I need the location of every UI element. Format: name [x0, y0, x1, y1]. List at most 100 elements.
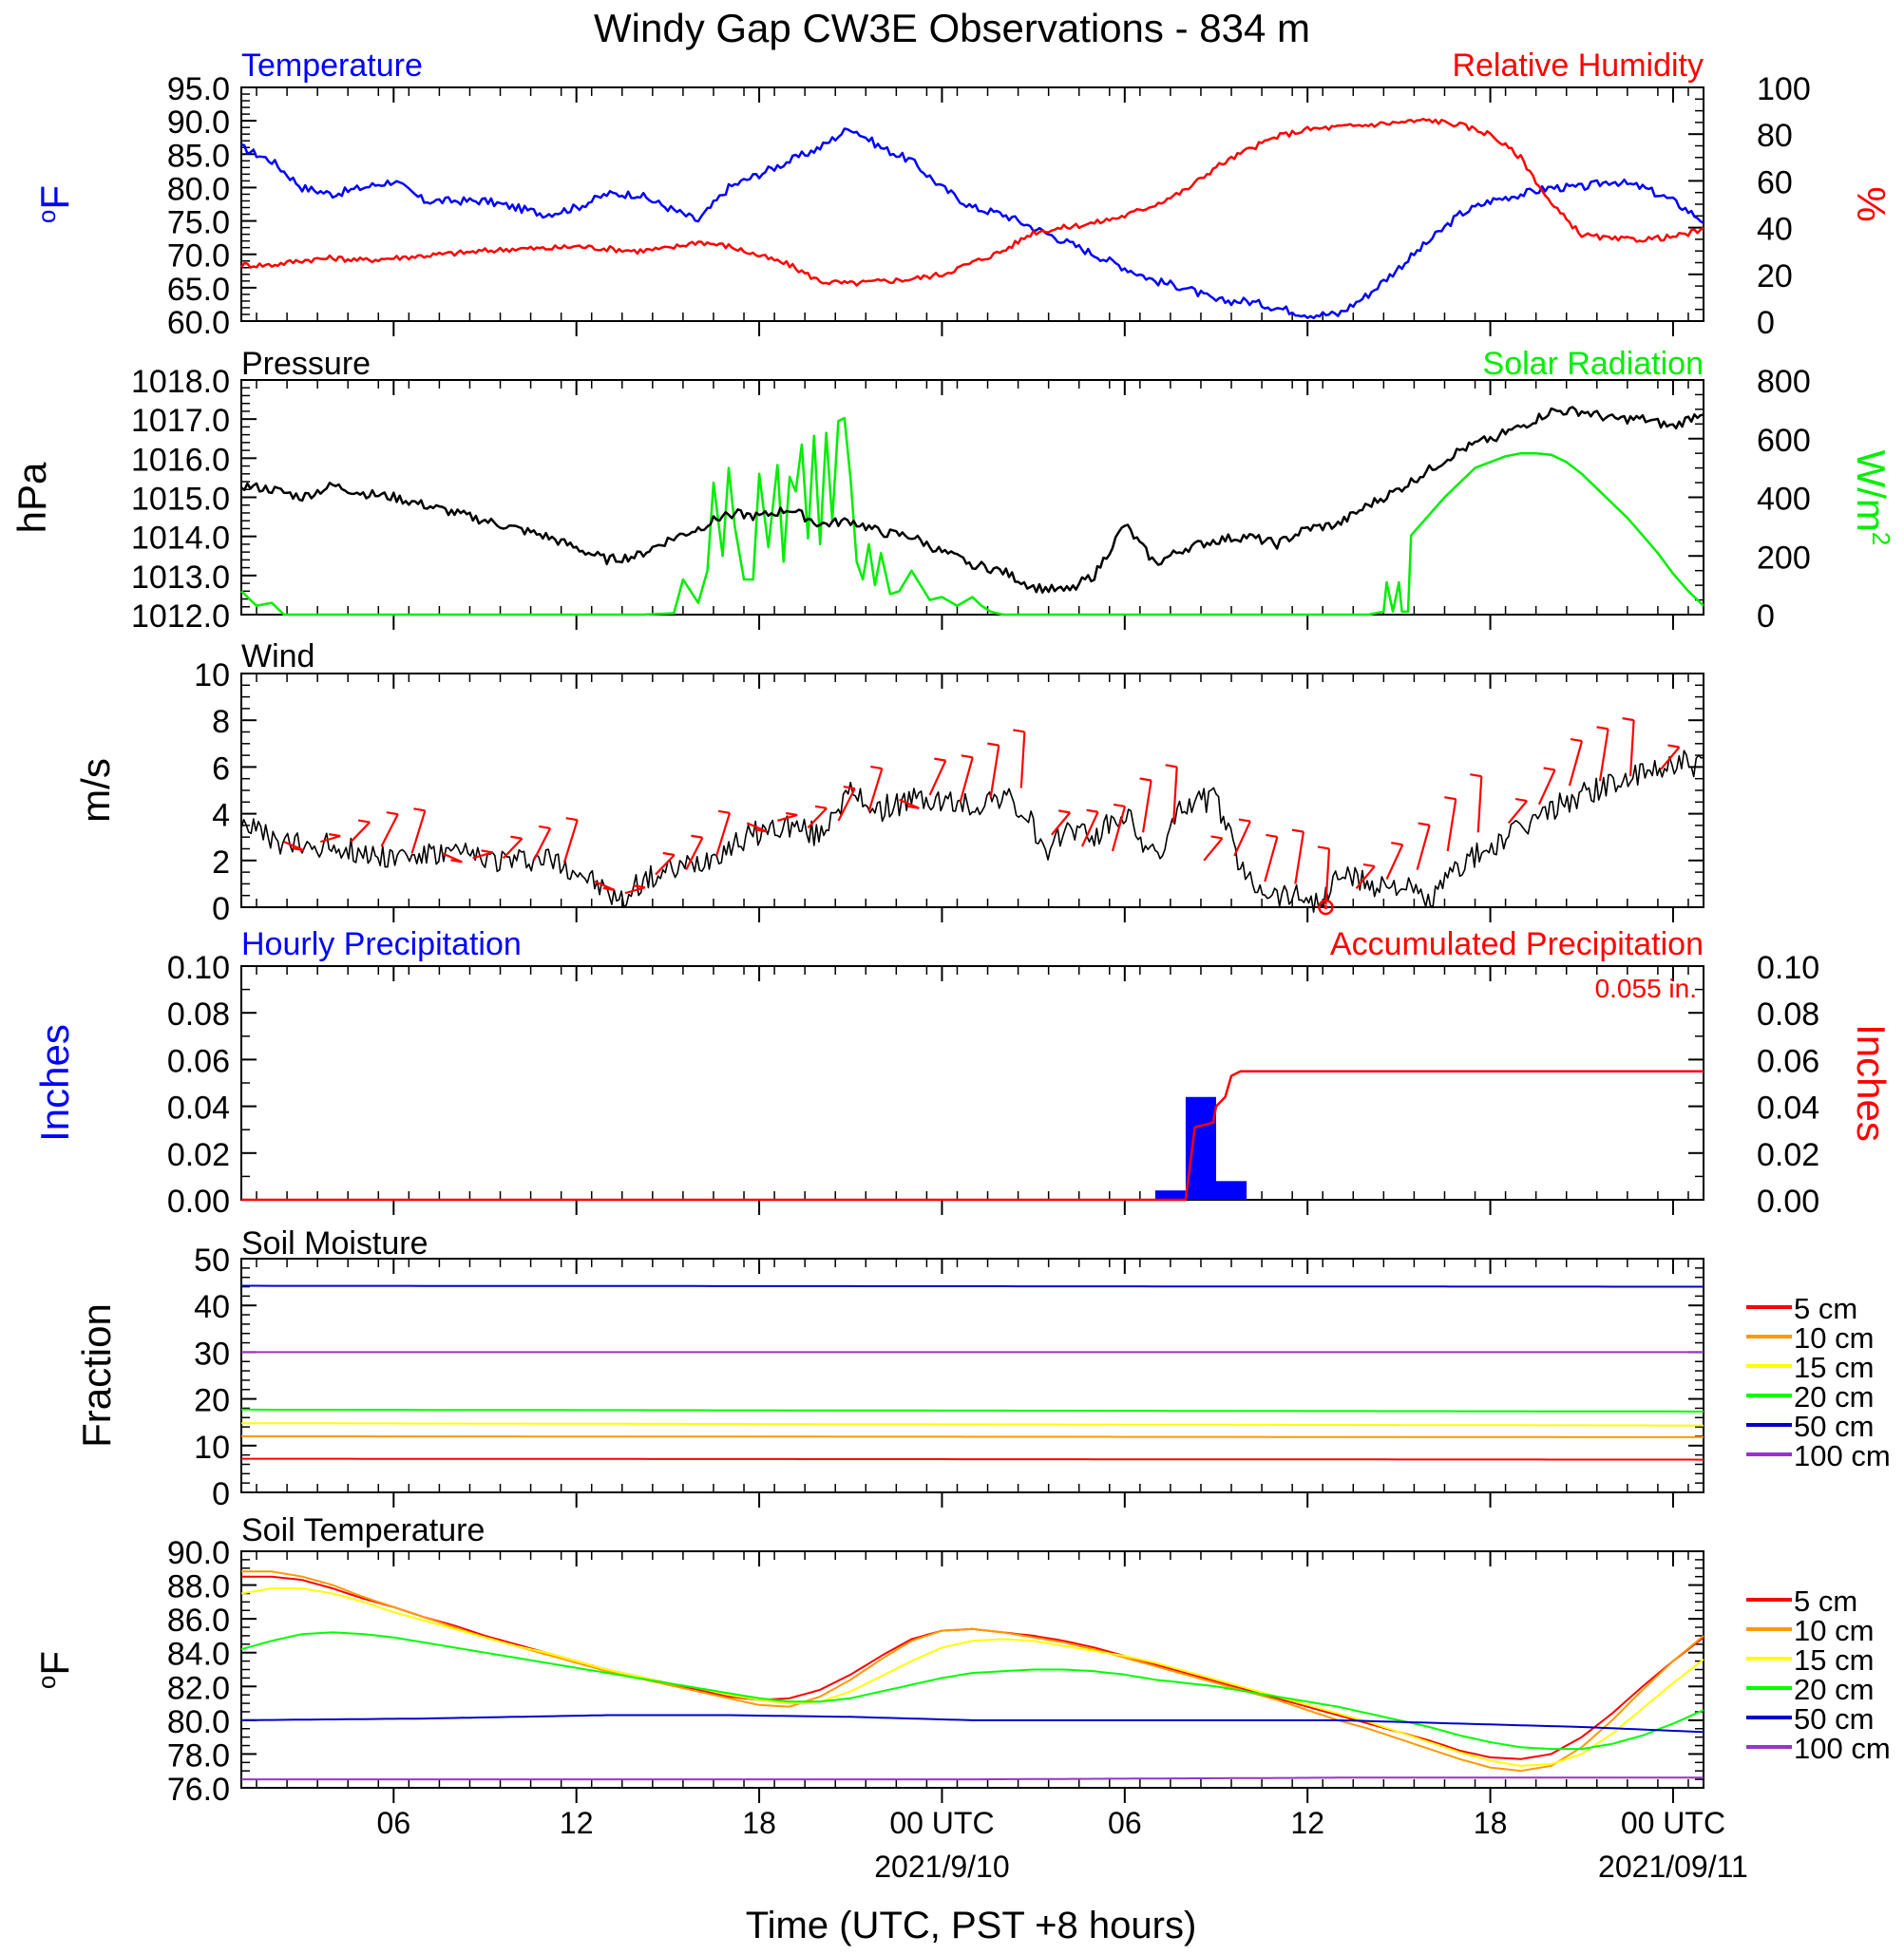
wind-barb [989, 745, 1000, 798]
series-line [240, 127, 1704, 320]
left-y-tick-label: 78.0 [167, 1737, 230, 1774]
left-y-tick-label: 1012.0 [131, 598, 230, 635]
left-y-tick-label: 1014.0 [131, 521, 230, 557]
wind-barb [1568, 740, 1584, 787]
legend-label: 10 cm [1794, 1321, 1874, 1355]
wind-barb [1507, 800, 1528, 825]
x-tick-label: 18 [1474, 1806, 1508, 1840]
wind-barb [754, 828, 768, 833]
left-y-tick-label: 1016.0 [131, 442, 230, 478]
right-y-tick-label: 0.10 [1757, 950, 1819, 986]
x-date-label: 2021/09/11 [1598, 1850, 1748, 1884]
wind-barb [602, 886, 615, 891]
calm-wind-marker [1323, 905, 1328, 909]
wind-barb [814, 805, 828, 809]
left-y-tick-label: 0.10 [167, 950, 230, 986]
wind-barb [1080, 811, 1099, 847]
left-y-tick-label: 0.08 [167, 996, 230, 1033]
wind-barb [633, 884, 646, 889]
wind-barb [565, 817, 578, 822]
wind-barb [1294, 831, 1305, 884]
wind-barb [959, 757, 974, 803]
wind-barb [1264, 836, 1279, 883]
soil-moisture-line [241, 1284, 1704, 1288]
plot-frame [240, 1550, 1704, 1789]
wind-barb [961, 754, 973, 759]
left-y-tick-label: 50 [194, 1243, 230, 1279]
wind-barb [1019, 731, 1026, 788]
left-y-tick-label: 10 [194, 657, 230, 693]
wind-barb [450, 859, 463, 864]
series-line [240, 117, 1704, 287]
right-y-tick-label: 0.06 [1757, 1043, 1819, 1079]
wind-barb [907, 805, 920, 809]
x-tick-label: 00 UTC [1621, 1806, 1725, 1840]
legend-label: 5 cm [1794, 1292, 1857, 1325]
x-tick-label: 00 UTC [889, 1806, 994, 1840]
left-y-tick-label: 8 [212, 704, 230, 740]
right-y-tick-label: 0 [1757, 598, 1775, 635]
left-y-tick-label: 90.0 [167, 1535, 230, 1571]
wind-barb [1543, 767, 1555, 771]
left-y-tick-label: 85.0 [167, 138, 230, 174]
left-y-tick-label: 4 [212, 798, 230, 834]
wind-barb [1667, 744, 1680, 749]
plot-frame [240, 1258, 1704, 1493]
wind-barb [1355, 865, 1376, 890]
left-y-tick-label: 70.0 [167, 238, 230, 275]
wind-barb [1596, 726, 1609, 731]
left-y-tick-label: 1013.0 [131, 560, 230, 596]
legend-label: 5 cm [1794, 1585, 1857, 1618]
soil-temperature-line [241, 1776, 1704, 1781]
left-y-tick-label: 10 [194, 1430, 230, 1466]
left-y-tick-label: 0.06 [167, 1043, 230, 1079]
plot-frame [240, 673, 1704, 908]
soil-temperature-line [240, 1587, 1704, 1767]
series-line [240, 416, 1704, 617]
left-unit-label: hPa [10, 462, 54, 533]
unit-label: Fraction [74, 1303, 119, 1448]
wind-barb [776, 813, 798, 823]
wind-barb [867, 768, 884, 812]
wind-barb [1362, 863, 1376, 868]
left-y-tick-label: 86.0 [167, 1603, 230, 1639]
wind-barb [1291, 828, 1304, 833]
wind-barb [786, 811, 798, 817]
wind-barb [472, 851, 493, 860]
wind-barb [1165, 764, 1177, 769]
legend-label: 100 cm [1794, 1732, 1891, 1765]
wind-barb [655, 854, 676, 876]
left-y-tick-label: 76.0 [167, 1772, 230, 1808]
wind-barb [1172, 767, 1178, 824]
precip-bar [1185, 1096, 1216, 1200]
unit-label: oF [32, 1651, 77, 1689]
wind-barb [715, 812, 732, 857]
wind-barb [843, 786, 855, 790]
soil-moisture-line [241, 1435, 1704, 1438]
wind-barb [1537, 769, 1556, 806]
wind-barb [1139, 777, 1152, 782]
wind-barb [1210, 835, 1223, 840]
wind-barb [350, 821, 371, 843]
panel-title: Soil Moisture [241, 1225, 428, 1262]
left-y-tick-label: 1015.0 [131, 482, 230, 518]
wind-barb [502, 838, 524, 860]
left-y-tick-label: 0.00 [167, 1184, 230, 1220]
right-y-tick-label: 0.08 [1757, 996, 1819, 1033]
wind-barb [292, 847, 304, 852]
panels: 60.065.070.075.080.085.090.095.002040608… [10, 47, 1895, 1884]
wind-barb [1233, 821, 1251, 857]
wind-barb [538, 825, 551, 830]
wind-barb [410, 810, 427, 854]
wind-barb [1444, 796, 1457, 801]
panel-title: Soil Temperature [241, 1512, 485, 1548]
wind-barb [987, 742, 1000, 747]
wind-barb [624, 886, 646, 895]
wind-barb [329, 833, 341, 838]
left-y-tick-label: 30 [194, 1336, 230, 1372]
wind-barb [1051, 811, 1072, 836]
x-tick-label: 06 [1108, 1806, 1142, 1840]
panel-title-left: Pressure [241, 346, 371, 382]
left-y-tick-label: 95.0 [167, 71, 230, 107]
right-y-tick-label: 0.04 [1757, 1091, 1819, 1127]
